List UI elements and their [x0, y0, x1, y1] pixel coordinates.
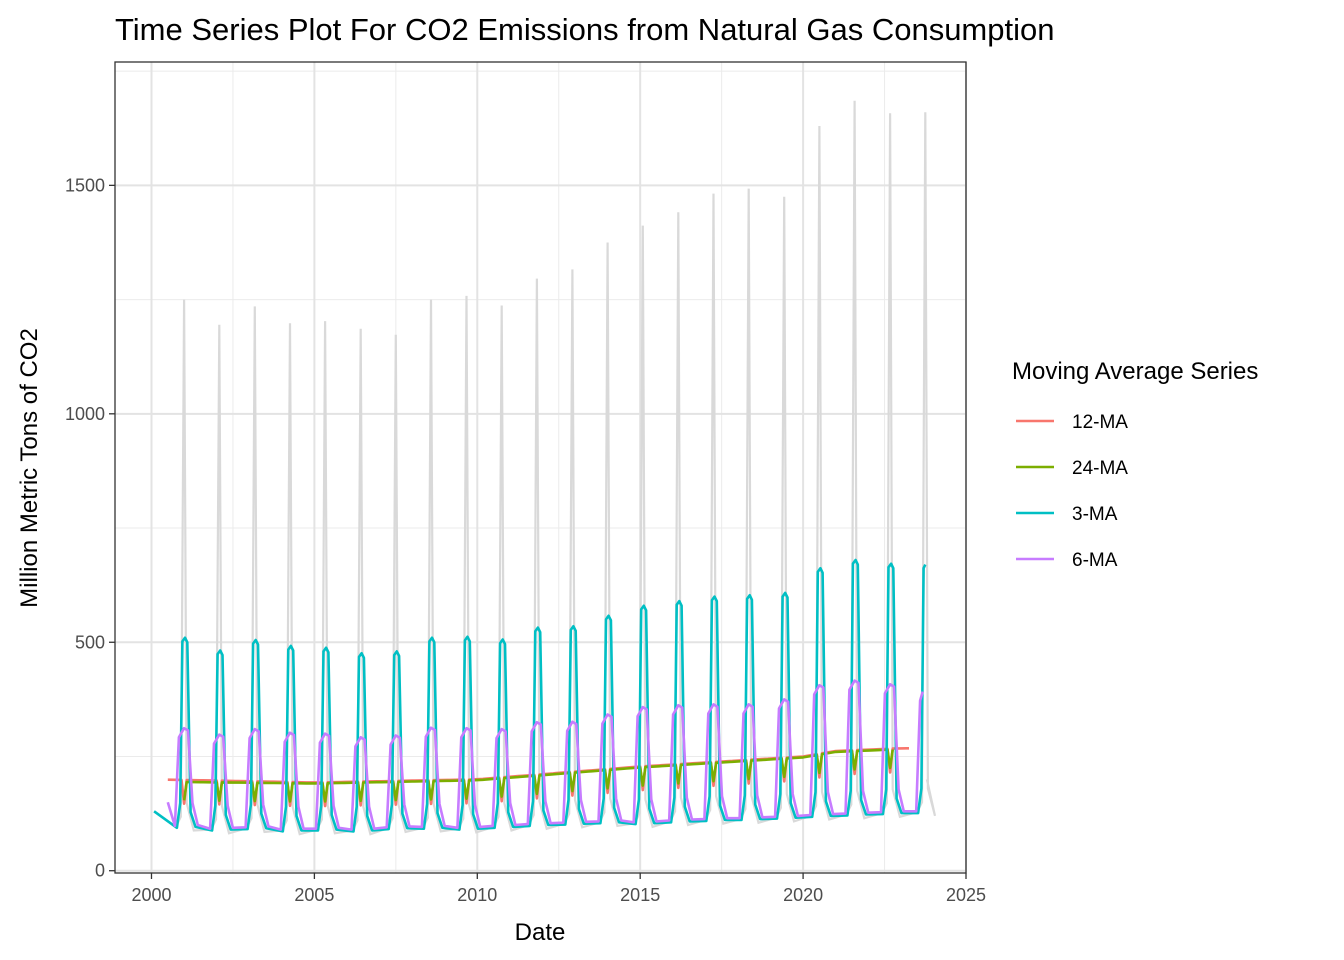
x-tick-label: 2000 — [131, 885, 171, 905]
x-tick-label: 2010 — [457, 885, 497, 905]
y-tick-label: 1000 — [65, 404, 105, 424]
raw-series-line — [153, 100, 937, 836]
legend: Moving Average Series 12-MA 24-MA 3-MA 6-MA — [1012, 358, 1258, 571]
legend-label: 3-MA — [1072, 504, 1118, 525]
axes: 2000 2005 2010 2015 2020 2025 0 500 1000 1500 — [65, 175, 986, 905]
legend-label: 12-MA — [1072, 412, 1128, 433]
x-tick-label: 2020 — [783, 885, 823, 905]
y-axis-title: Million Metric Tons of CO2 — [16, 328, 43, 608]
y-tick-label: 0 — [95, 861, 105, 881]
x-tick-label: 2025 — [946, 885, 986, 905]
moving-average-layer — [153, 558, 927, 833]
legend-label: 6-MA — [1072, 550, 1118, 571]
legend-label: 24-MA — [1072, 458, 1128, 479]
legend-title: Moving Average Series — [1012, 358, 1258, 385]
series-line-3-ma — [153, 558, 927, 833]
x-axis-title: Date — [515, 919, 566, 946]
legend-item-24-ma: 24-MA — [1016, 458, 1128, 479]
plot-border — [114, 61, 967, 874]
raw-series-layer — [153, 100, 937, 836]
legend-item-3-ma: 3-MA — [1016, 504, 1118, 525]
series-line-6-ma — [166, 679, 924, 831]
legend-item-12-ma: 12-MA — [1016, 412, 1128, 433]
y-tick-label: 1500 — [65, 175, 105, 195]
chart-title: Time Series Plot For CO2 Emissions from … — [115, 12, 1054, 47]
legend-items: 12-MA 24-MA 3-MA 6-MA — [1016, 412, 1128, 571]
series-line-24-ma — [182, 748, 894, 803]
legend-item-6-ma: 6-MA — [1016, 550, 1118, 571]
x-tick-label: 2005 — [294, 885, 334, 905]
y-tick-label: 500 — [75, 632, 105, 652]
x-tick-label: 2015 — [620, 885, 660, 905]
